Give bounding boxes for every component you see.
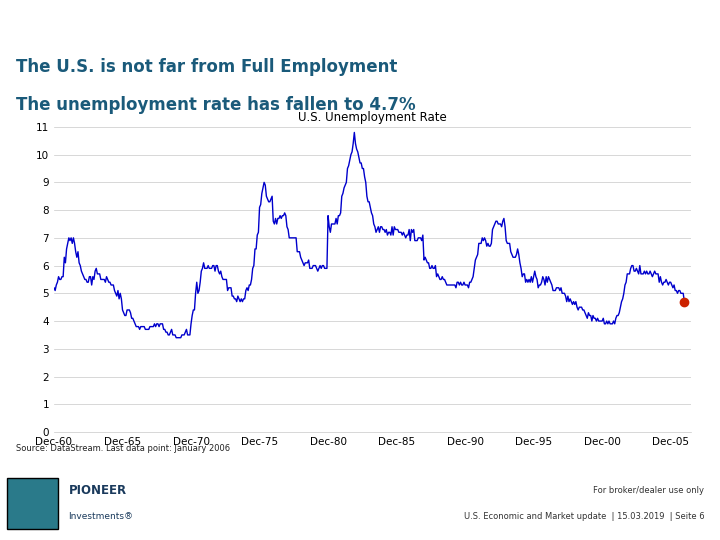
Text: For broker/dealer use only: For broker/dealer use only <box>593 486 704 495</box>
Text: The U.S. is not far from Full Employment: The U.S. is not far from Full Employment <box>16 58 397 76</box>
Text: The unemployment rate has fallen to 4.7%: The unemployment rate has fallen to 4.7% <box>16 96 415 113</box>
FancyBboxPatch shape <box>7 478 58 529</box>
Title: U.S. Unemployment Rate: U.S. Unemployment Rate <box>298 111 447 124</box>
Text: U.S. Economic and Market update  | 15.03.2019  | Seite 6: U.S. Economic and Market update | 15.03.… <box>464 512 704 521</box>
Text: Investments®: Investments® <box>68 512 133 521</box>
Text: Source: DataStream. Last data point: January 2006: Source: DataStream. Last data point: Jan… <box>16 444 230 453</box>
Text: PIONEER: PIONEER <box>68 484 127 497</box>
